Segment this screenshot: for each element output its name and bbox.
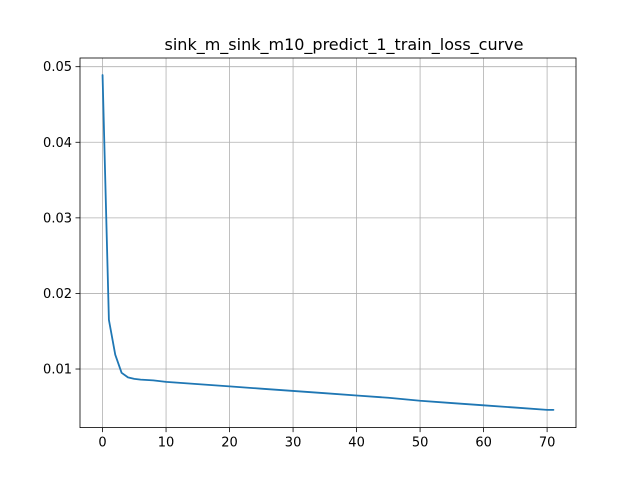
y-tick-label: 0.01 <box>43 363 72 378</box>
y-tick-label: 0.04 <box>43 136 72 151</box>
x-tick-label: 40 <box>348 436 365 451</box>
x-tick-label: 60 <box>475 436 492 451</box>
x-tick-label: 70 <box>539 436 556 451</box>
series-line <box>101 74 555 411</box>
x-tick-label: 10 <box>158 436 175 451</box>
x-axis: 0 10 20 30 40 50 60 70 <box>98 427 556 451</box>
series-group <box>101 74 555 411</box>
grid-lines <box>80 58 576 428</box>
x-tick-label: 20 <box>221 436 238 451</box>
x-tick-label: 50 <box>412 436 429 451</box>
y-tick-label: 0.02 <box>43 287 72 302</box>
y-tick-label: 0.03 <box>43 211 72 226</box>
y-tick-label: 0.05 <box>43 60 72 75</box>
x-tick-label: 0 <box>98 436 106 451</box>
chart-title: sink_m_sink_m10_predict_1_train_loss_cur… <box>165 35 524 55</box>
x-tick-label: 30 <box>285 436 302 451</box>
plot-frame <box>79 57 577 429</box>
y-axis: 0.01 0.02 0.03 0.04 0.05 <box>43 60 80 378</box>
